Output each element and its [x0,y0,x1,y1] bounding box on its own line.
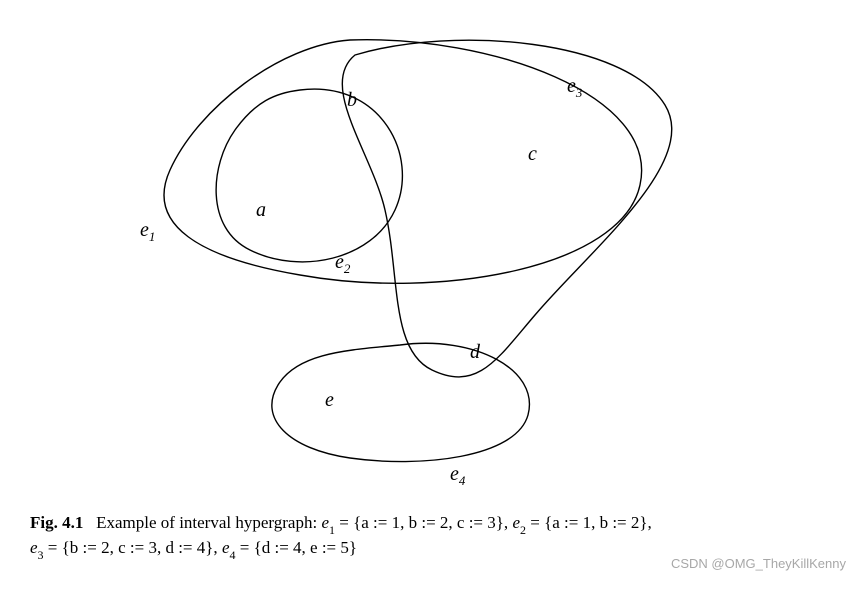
hyperedge-e3 [342,40,671,377]
caption-e1: e [321,513,329,532]
figure-caption: Fig. 4.1 Example of interval hypergraph:… [30,512,836,561]
watermark: CSDN @OMG_TheyKillKenny [671,556,846,571]
caption-e3-sub: 3 [38,548,44,562]
edge-label-e1: e1 [140,219,155,244]
vertex-label-b: b [347,89,357,111]
edge-label-e3: e3 [567,75,583,100]
caption-e2-sub: 2 [520,523,526,537]
caption-e4-set: = {d := 4, e := 5} [235,538,357,557]
vertex-label-d: d [470,341,481,363]
hyperedge-e4 [272,343,530,461]
caption-e1-sub: 1 [329,523,335,537]
caption-e4-sub: 4 [229,548,235,562]
caption-e2-set: = {a := 1, b := 2}, [526,513,652,532]
edge-label-e2: e2 [335,251,351,276]
vertex-label-c: c [528,143,537,165]
caption-fig-label: Fig. 4.1 [30,513,83,532]
hyperedge-e2 [216,89,402,262]
caption-e1-set: = {a := 1, b := 2, c := 3}, [335,513,512,532]
caption-text: Example of interval hypergraph: [96,513,317,532]
edge-label-e4: e4 [450,463,466,488]
caption-e2: e [512,513,520,532]
caption-e3: e [30,538,38,557]
vertex-label-e: e [325,389,334,411]
hypergraph-diagram: a b c d e e1 e2 e3 e4 [0,0,866,500]
caption-e3-set: = {b := 2, c := 3, d := 4}, [44,538,222,557]
diagram-area: a b c d e e1 e2 e3 e4 [0,0,866,500]
vertex-label-a: a [256,199,266,221]
